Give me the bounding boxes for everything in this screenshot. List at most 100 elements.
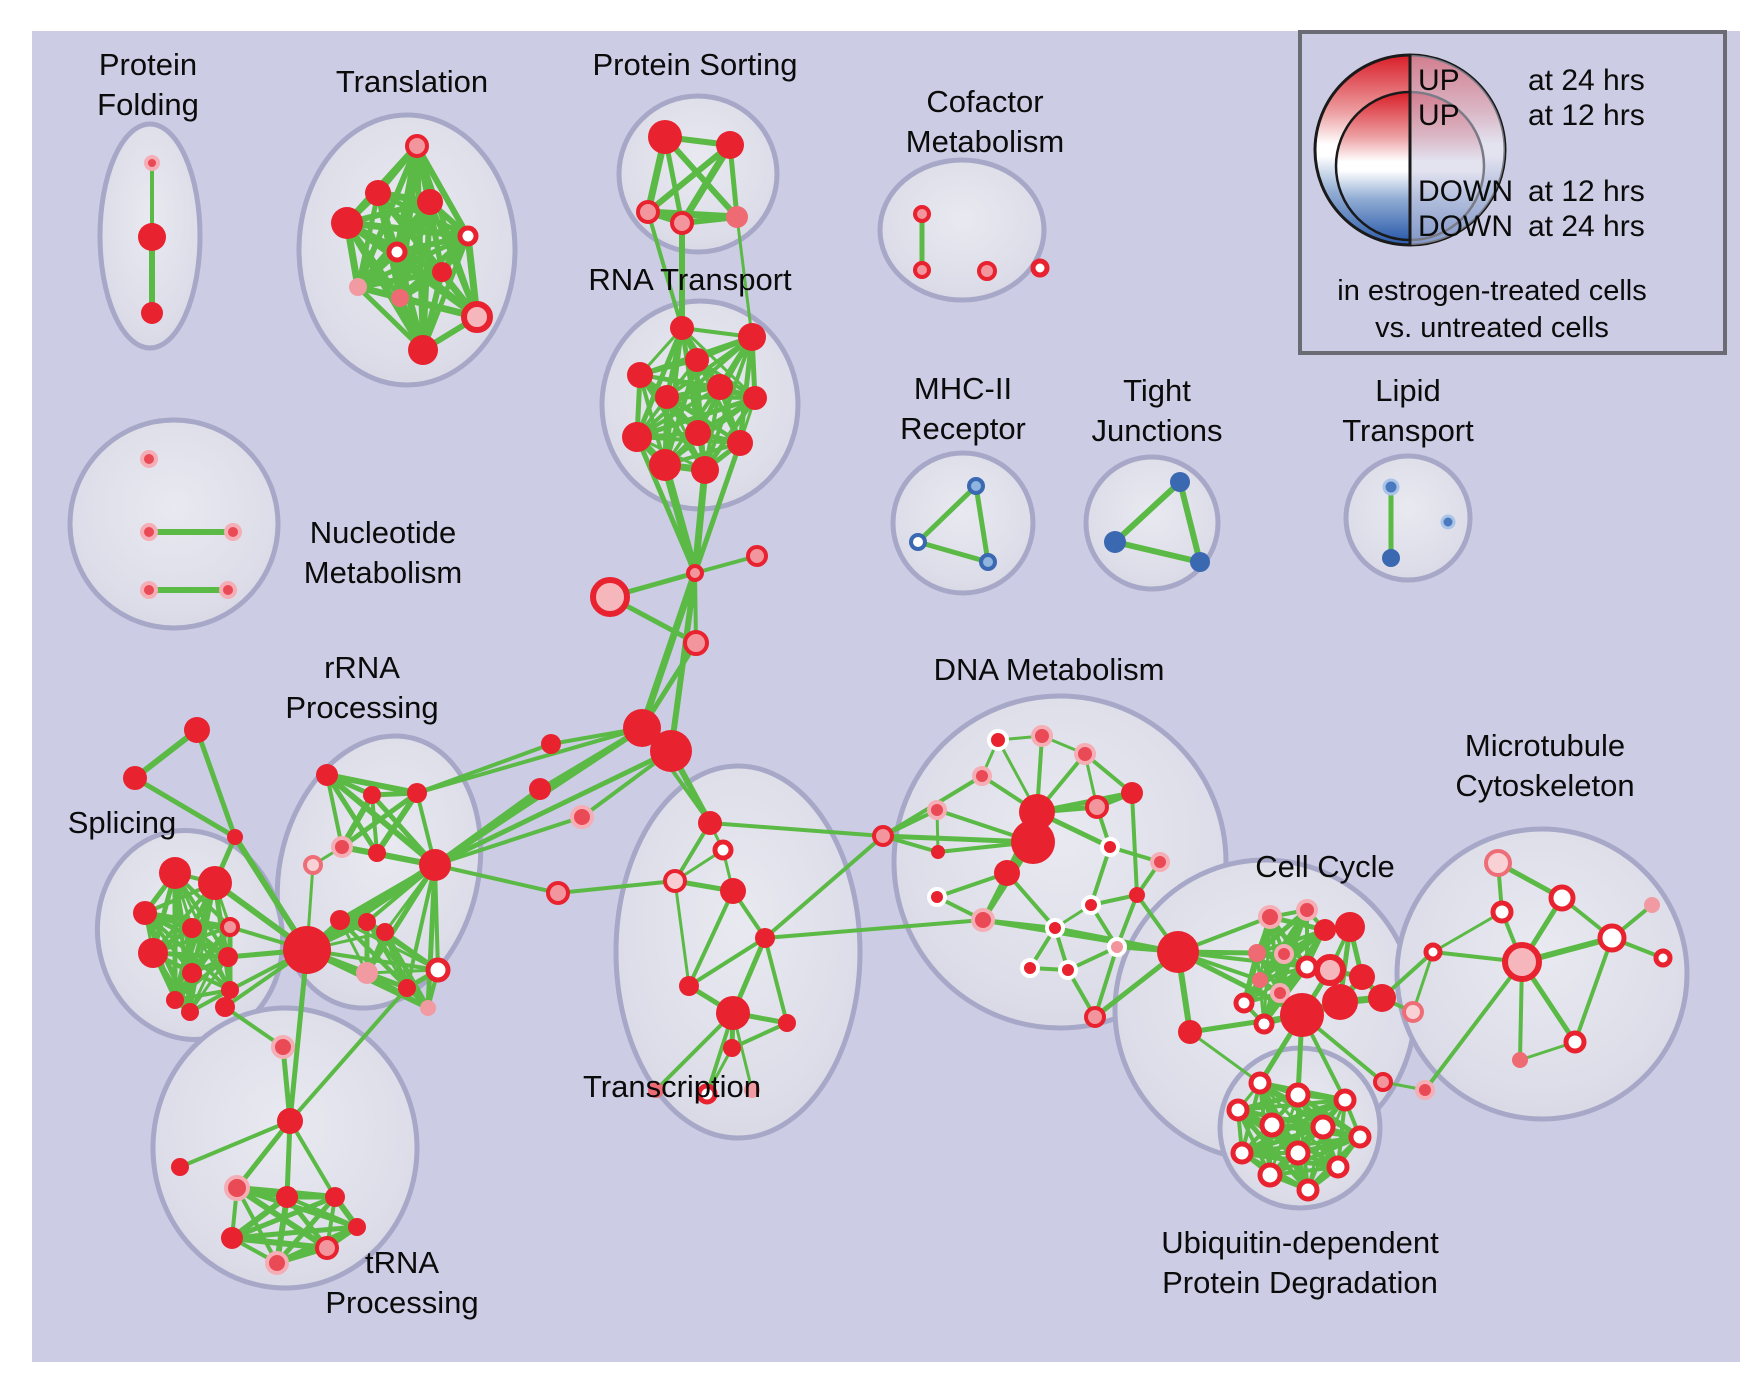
network-node <box>432 262 452 282</box>
legend-direction-label: DOWN <box>1418 210 1513 243</box>
network-edge <box>415 742 553 795</box>
cluster-protein-folding-label: Protein Folding <box>97 47 199 122</box>
network-node <box>227 829 243 845</box>
network-node <box>913 205 931 223</box>
network-node <box>277 1108 303 1134</box>
network-node <box>931 845 945 859</box>
network-node <box>872 825 894 847</box>
legend-time-label: at 12 hrs <box>1528 99 1645 132</box>
network-node <box>1402 1001 1424 1023</box>
network-edge <box>374 790 420 856</box>
network-edge <box>324 772 420 796</box>
network-node <box>1129 887 1145 903</box>
network-node <box>1333 1088 1357 1112</box>
network-edge <box>1130 791 1139 897</box>
network-node <box>987 729 1009 751</box>
legend-caption-line: vs. untreated cells <box>1375 312 1609 344</box>
network-edge <box>414 143 471 239</box>
network-node <box>979 553 997 571</box>
cluster-nucleotide-metabolism-bubble <box>67 417 281 631</box>
network-node <box>417 189 443 215</box>
network-node <box>419 849 451 881</box>
cluster-nucleotide-metabolism-label: Nucleotide Metabolism <box>304 515 463 590</box>
legend-caption-line: in estrogen-treated cells <box>1337 275 1647 307</box>
network-edge <box>763 834 885 940</box>
network-edge <box>654 1011 735 1092</box>
network-edge <box>880 833 1036 845</box>
network-node <box>1349 964 1375 990</box>
network-edge <box>365 971 430 1010</box>
nodes-layer <box>123 120 1673 1275</box>
network-node <box>590 577 630 617</box>
network-node <box>1285 1082 1311 1108</box>
network-edge <box>662 134 740 220</box>
network-edge <box>1573 936 1614 1044</box>
network-node <box>1190 552 1210 572</box>
network-node <box>271 1035 295 1059</box>
legend-time-label: at 24 hrs <box>1528 210 1645 243</box>
network-node <box>140 581 158 599</box>
network-node <box>181 1003 199 1021</box>
cluster-cell-cycle-label: Cell Cycle <box>1255 849 1395 884</box>
network-node <box>1322 984 1358 1020</box>
network-node <box>420 1000 436 1016</box>
network-node <box>1011 820 1055 864</box>
network-edge <box>324 772 380 856</box>
network-edge <box>234 1118 293 1191</box>
network-node <box>726 206 748 228</box>
network-node <box>315 1236 339 1260</box>
network-node <box>686 564 704 582</box>
network-node <box>743 386 767 410</box>
network-node <box>349 278 367 296</box>
network-edge <box>973 483 991 565</box>
network-node <box>221 1227 243 1249</box>
network-edge <box>355 269 445 290</box>
network-node <box>220 917 240 937</box>
network-node <box>1253 1013 1275 1035</box>
network-edge <box>1188 1030 1262 1085</box>
network-node <box>221 981 239 999</box>
network-node <box>1081 895 1101 915</box>
network-node <box>1178 1020 1202 1044</box>
network-node <box>716 131 744 159</box>
network-edge <box>915 483 979 545</box>
network-node <box>1644 897 1660 913</box>
network-node <box>1296 899 1318 921</box>
network-edge <box>325 773 344 849</box>
network-edge <box>1093 945 1119 1019</box>
network-node <box>655 385 679 409</box>
network-node <box>182 918 202 938</box>
network-node <box>331 207 363 239</box>
network-node <box>184 717 210 743</box>
network-node <box>1548 884 1576 912</box>
network-node <box>1314 954 1346 986</box>
network-edge <box>355 284 426 353</box>
network-node <box>215 997 235 1017</box>
network-node <box>265 1251 289 1275</box>
network-node <box>1423 942 1443 962</box>
cluster-cofactor-metabolism-label: Cofactor Metabolism <box>906 84 1065 159</box>
network-node <box>1285 1140 1311 1166</box>
cluster-rrna-processing-label: rRNA Processing <box>285 650 438 725</box>
network-edge <box>678 141 734 227</box>
network-node <box>691 456 719 484</box>
network-node <box>727 430 753 456</box>
network-edge <box>173 955 230 1002</box>
network-edge <box>405 863 437 990</box>
network-edge <box>763 918 985 940</box>
network-node <box>140 450 158 468</box>
network-node <box>1084 1006 1106 1028</box>
network-edge <box>1175 949 1305 1018</box>
network-node <box>138 223 166 251</box>
network-edge <box>665 395 757 400</box>
network-edge <box>432 786 543 868</box>
network-node <box>627 362 653 388</box>
network-node <box>670 211 694 235</box>
network-node <box>303 855 323 875</box>
network-node <box>224 523 242 541</box>
network-node <box>755 928 775 948</box>
network-node <box>927 800 947 820</box>
network-node <box>971 908 995 932</box>
network-edge <box>288 986 409 1123</box>
network-node <box>1248 1071 1272 1095</box>
